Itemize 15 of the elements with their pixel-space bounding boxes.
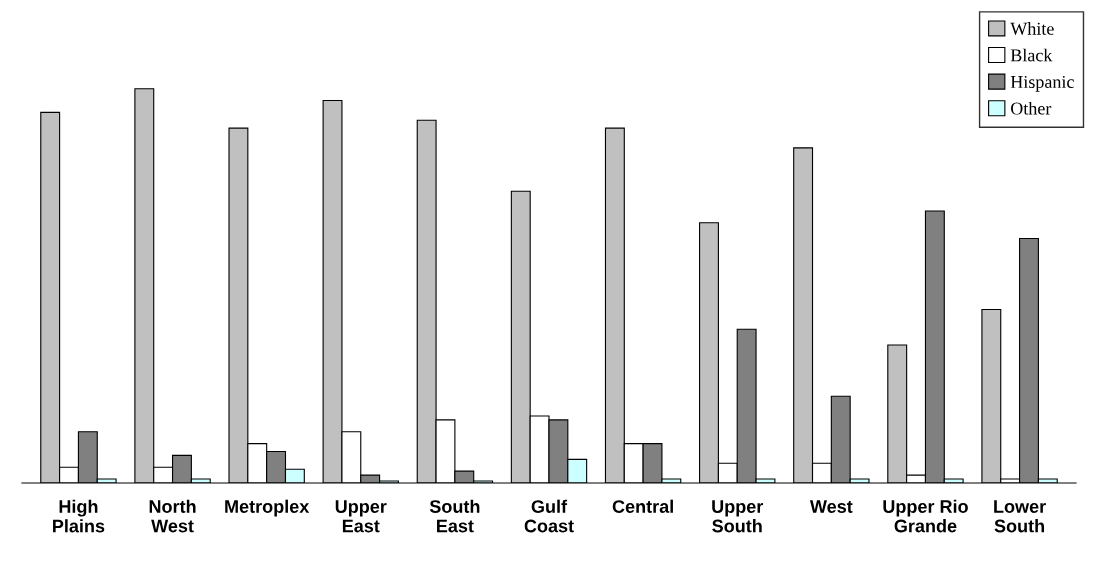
x-tick-label: Upper Rio Grande xyxy=(883,499,968,533)
x-tick-label: High Plains xyxy=(53,499,105,533)
x-tick-label: Gulf Coast xyxy=(524,499,574,533)
legend-label: Hispanic xyxy=(1010,75,1074,92)
x-tick-label: West xyxy=(809,500,853,513)
x-tick-label: Metroplex xyxy=(225,499,310,517)
x-tick-label: Upper East xyxy=(335,500,387,533)
x-tick-label: Upper South xyxy=(712,500,764,533)
x-tick-label: Central xyxy=(612,499,673,513)
legend-label: Black xyxy=(1010,48,1053,62)
x-tick-label: Lower South xyxy=(994,500,1046,533)
x-tick-label: South East xyxy=(429,499,480,533)
x-tick-label: North West xyxy=(149,499,196,533)
legend-label: White xyxy=(1010,22,1054,35)
legend-label: Other xyxy=(1011,101,1052,115)
